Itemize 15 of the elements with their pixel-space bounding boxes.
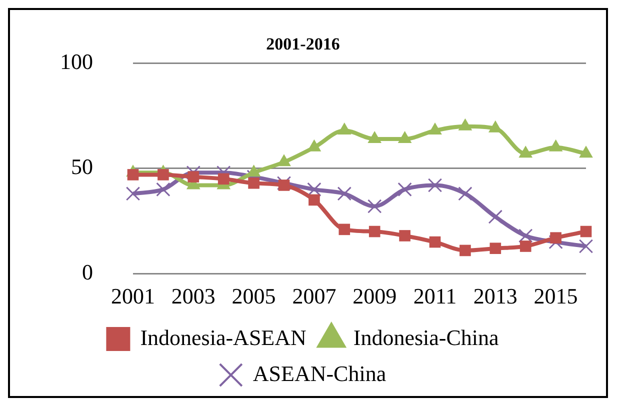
x-tick-label: 2011 (413, 284, 457, 309)
legend-label: ASEAN-China (252, 360, 386, 386)
x-tick-label: 2013 (473, 284, 518, 309)
legend-label: Indonesia-ASEAN (140, 324, 307, 350)
legend-label: Indonesia-China (353, 324, 500, 350)
x-tick-label: 2009 (352, 284, 397, 309)
x-tick-label: 2003 (171, 284, 216, 309)
y-tick-label: 100 (60, 48, 93, 74)
chart-title: 2001-2016 (266, 34, 340, 54)
x-tick-label: 2007 (292, 284, 336, 309)
y-tick-label: 0 (82, 259, 93, 284)
x-tick-label: 2015 (534, 284, 578, 309)
y-tick-label: 50 (71, 154, 93, 180)
x-tick-label: 2005 (232, 284, 276, 309)
x-tick-label: 2001 (111, 284, 155, 309)
